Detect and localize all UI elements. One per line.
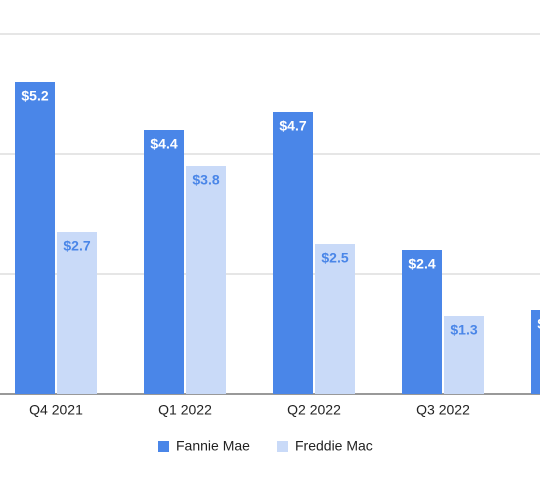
value-label: $3.8: [192, 172, 219, 188]
x-tick-label: Q2 2022: [287, 402, 341, 418]
bar: [144, 130, 184, 394]
value-label: $5.2: [21, 88, 48, 104]
bar: [402, 250, 442, 394]
value-label: $1.4: [537, 316, 540, 332]
bar: [15, 82, 55, 394]
legend-swatch: [277, 441, 288, 452]
legend-label: Freddie Mac: [295, 438, 373, 454]
value-label: $4.7: [279, 118, 306, 134]
value-label: $2.7: [63, 238, 90, 254]
bar: [57, 232, 97, 394]
legend-swatch: [158, 441, 169, 452]
bar: [186, 166, 226, 394]
bar: [444, 316, 484, 394]
x-tick-label: Q1 2022: [158, 402, 212, 418]
legend-label: Fannie Mae: [176, 438, 250, 454]
bar: [273, 112, 313, 394]
value-label: $4.4: [150, 136, 177, 152]
value-label: $1.3: [450, 322, 477, 338]
x-tick-label: Q4 2021: [29, 402, 83, 418]
bar: [315, 244, 355, 394]
value-label: $2.4: [408, 256, 435, 272]
value-label: $2.5: [321, 250, 348, 266]
x-tick-label: Q3 2022: [416, 402, 470, 418]
bar: [531, 310, 540, 394]
